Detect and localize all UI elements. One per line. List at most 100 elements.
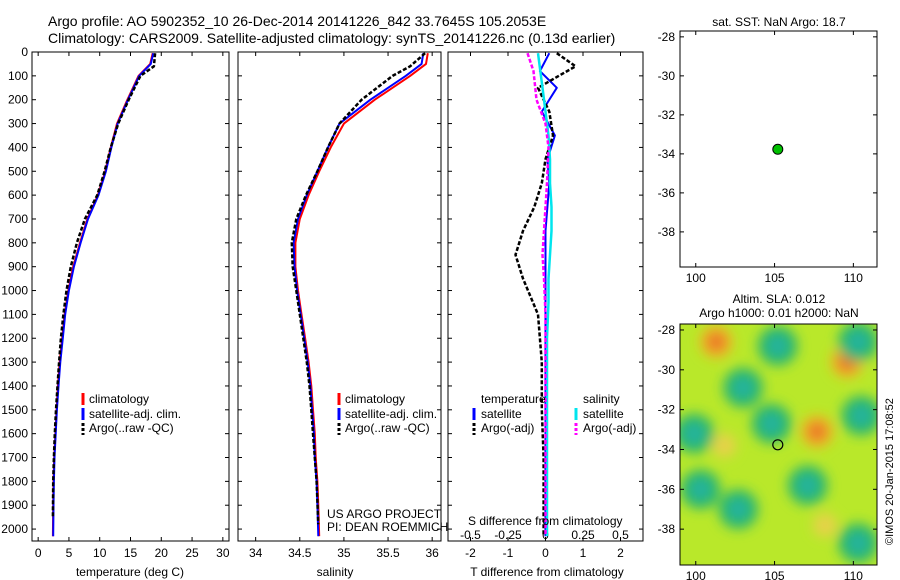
- sst-map-panel: sat. SST: NaN Argo: 18.7 100 105 110 -28 -30…: [658, 15, 878, 285]
- temperature-legend: climatology satellite-adj. clim. Argo(..…: [81, 392, 181, 435]
- temperature-xlabel: temperature (deg C): [76, 565, 184, 579]
- x-tick-label: 35.5: [376, 546, 400, 560]
- sst-map-points: [772, 143, 784, 155]
- x-tick-label: -1: [503, 546, 514, 560]
- map-x-tick-label: 105: [765, 569, 785, 580]
- salinity-legend: climatology satellite-adj. clim. Argo(..…: [337, 392, 437, 435]
- x-tick-label: 1: [580, 546, 587, 560]
- sla-blob-low: [848, 331, 869, 352]
- sla-blob-high: [808, 422, 827, 441]
- sst-map-ticks: 100 105 110 -28 -30 -32 -34 -36 -38: [658, 30, 877, 285]
- salinity-lines: [290, 52, 429, 537]
- sla-heatmap-blobs: [680, 324, 877, 564]
- argo-float-marker: [772, 439, 784, 451]
- temperature-axes-frame: [31, 51, 230, 542]
- sla-blob-low: [851, 405, 872, 426]
- legend-label-satellite: satellite-adj. clim.: [89, 407, 181, 421]
- sla-blob-mid: [712, 433, 737, 458]
- sla-blob-mid: [812, 513, 837, 538]
- s-tick-label: 0.25: [571, 528, 595, 542]
- salinity-ticks: 34 34.5 35 35.5 36: [238, 51, 441, 560]
- satellite-line: [292, 53, 425, 537]
- legend-label-sal-satellite: satellite: [583, 407, 624, 421]
- salinity-xlabel: salinity: [317, 565, 354, 579]
- sla-blob-low: [797, 475, 818, 496]
- credit-text: ©IMOS 20-Jan-2015 17:08:52: [884, 398, 896, 545]
- temperature-lines: [51, 52, 157, 537]
- sla-map-panel: Altim. SLA: 0.012 Argo h1000: 0.01 h2000…: [658, 292, 878, 580]
- x-tick-label: 35: [337, 546, 351, 560]
- map-y-tick-label: -32: [658, 108, 676, 122]
- y-tick-label: 700: [8, 212, 28, 226]
- sla-map-title-line-1: Altim. SLA: 0.012: [733, 292, 826, 306]
- s-tick-label: -0.25: [494, 528, 522, 542]
- argo-float-marker: [772, 143, 784, 155]
- y-tick-label: 800: [8, 236, 28, 250]
- y-tick-label: 1600: [1, 427, 28, 441]
- legend-label-argo: Argo(..raw -QC): [345, 421, 430, 435]
- x-tick-label: 5: [66, 546, 73, 560]
- y-tick-label: 2000: [1, 522, 28, 536]
- satellite-line: [52, 52, 155, 537]
- legend-title-temperature: temperature: [481, 392, 546, 406]
- map-y-tick-label: -38: [658, 225, 676, 239]
- legend-label-temp-argo: Argo(-adj): [481, 421, 534, 435]
- x-tick-label: 25: [185, 546, 199, 560]
- y-tick-label: 0: [21, 45, 28, 59]
- project-annotation-line-1: US ARGO PROJECT: [327, 507, 442, 521]
- y-tick-label: 600: [8, 188, 28, 202]
- x-tick-label: 34: [249, 546, 263, 560]
- y-tick-label: 1200: [1, 331, 28, 345]
- y-tick-label: 900: [8, 260, 28, 274]
- sal-satellite-line: [536, 53, 553, 537]
- legend-title-salinity: salinity: [583, 392, 620, 406]
- legend-label-climatology: climatology: [345, 392, 405, 406]
- sla-blob-low: [733, 377, 754, 398]
- difference-lines: [514, 52, 577, 537]
- legend-label-climatology: climatology: [89, 392, 149, 406]
- x-tick-label: 0: [542, 546, 549, 560]
- project-annotation-line-2: PI: DEAN ROEMMICH: [327, 520, 448, 534]
- x-tick-label: 0: [35, 546, 42, 560]
- sla-blob-low: [690, 479, 711, 500]
- map-x-tick-label: 100: [686, 271, 706, 285]
- difference-ticks: -0.5 -0.25 0 0.25 0.5-2 -1 0 1 2: [448, 51, 643, 560]
- s-tick-label: 0.5: [612, 528, 629, 542]
- y-tick-label: 400: [8, 140, 28, 154]
- y-tick-label: 1300: [1, 355, 28, 369]
- x-tick-label: 30: [216, 546, 230, 560]
- map-y-tick-label: -34: [658, 147, 676, 161]
- sla-blob-low: [761, 413, 782, 434]
- y-tick-label: 1700: [1, 451, 28, 465]
- sla-map-points: [772, 439, 784, 451]
- difference-legend: temperature salinity satellite Argo(-adj…: [472, 392, 636, 435]
- temp-argo-line: [514, 52, 577, 537]
- y-tick-label: 1900: [1, 498, 28, 512]
- x-tick-label: 34.5: [288, 546, 312, 560]
- sla-blob-low: [848, 533, 869, 554]
- map-y-tick-label: -30: [658, 69, 676, 83]
- map-y-tick-label: -28: [658, 323, 676, 337]
- map-y-tick-label: -38: [658, 522, 676, 536]
- sla-heatmap: [680, 324, 877, 565]
- map-y-tick-label: -28: [658, 30, 676, 44]
- y-tick-label: 1500: [1, 403, 28, 417]
- x-tick-label: 15: [124, 546, 138, 560]
- sla-map-ticks: 100 105 110 -28 -30 -32 -34 -36 -38: [658, 323, 877, 580]
- sla-blob-low: [767, 335, 788, 356]
- map-y-tick-label: -32: [658, 403, 676, 417]
- y-tick-label: 1800: [1, 474, 28, 488]
- x-tick-label: -2: [465, 546, 476, 560]
- s-tick-label: -0.5: [460, 528, 481, 542]
- sla-blob-high: [707, 332, 726, 351]
- temperature-panel: 0 5 10 15 20 25 300100200300400500600700800900…: [1, 45, 230, 579]
- sla-map-title-line-2: Argo h1000: 0.01 h2000: NaN: [699, 306, 858, 320]
- sla-blob-low: [728, 499, 749, 520]
- legend-label-satellite: satellite-adj. clim.: [345, 407, 437, 421]
- legend-label-argo: Argo(..raw -QC): [89, 421, 174, 435]
- header-line-2: Climatology: CARS2009. Satellite-adjuste…: [48, 30, 615, 46]
- map-x-tick-label: 110: [844, 569, 863, 580]
- y-tick-label: 100: [8, 69, 28, 83]
- map-y-tick-label: -36: [658, 186, 676, 200]
